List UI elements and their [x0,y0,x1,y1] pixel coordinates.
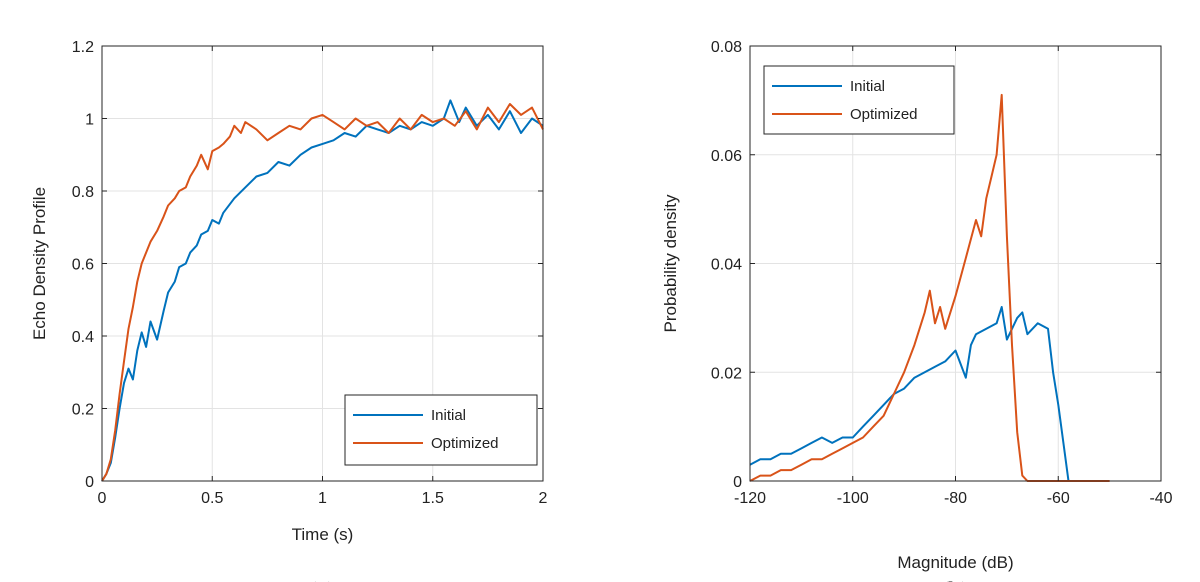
x-tick-label: 1 [318,490,327,507]
y-tick-label: 1 [85,112,94,129]
y-tick-label: 0.02 [711,365,742,382]
legend: Initial Optimized [763,65,955,135]
x-tick-label: -80 [944,490,967,507]
y-tick-label: 0.08 [711,39,742,56]
legend-label-initial: Initial [850,78,885,95]
series-line-optimized [749,93,1110,482]
y-tick-label: 0.6 [72,257,94,274]
legend-label-optimized: Optimized [850,106,918,123]
y-axis-label: Probability density [661,194,680,332]
series-line-optimized [101,103,544,482]
x-tick-label: 1.5 [422,490,444,507]
y-tick-label: 0.2 [72,402,94,419]
y-tick-label: 0.06 [711,148,742,165]
y-tick-label: 0.8 [72,184,94,201]
panel-caption: (b) [940,577,970,582]
x-axis-label: Magnitude (dB) [897,553,1013,572]
x-tick-label: -40 [1149,490,1172,507]
series-line-initial [101,99,544,482]
legend-label-optimized: Optimized [431,435,499,452]
y-tick-label: 1.2 [72,39,94,56]
chart-panel-a: 0 0.5 1 1.5 2 0 0.2 0.4 0.6 0.8 1 1.2 Time (s) Echo D… [30,39,548,582]
legend-box [763,65,955,135]
x-tick-label: -100 [837,490,869,507]
legend-label-initial: Initial [431,407,466,424]
x-tick-label: 0.5 [201,490,223,507]
legend-box [344,394,538,466]
x-tick-label: 0 [98,490,107,507]
x-tick-label: 2 [539,490,548,507]
y-tick-label: 0.4 [72,329,94,346]
y-axis-label: Echo Density Profile [30,187,49,340]
legend: Initial Optimized [344,394,538,466]
y-tick-label: 0.04 [711,257,742,274]
y-tick-label: 0 [85,474,94,491]
y-tick-label: 0 [733,474,742,491]
x-tick-label: -60 [1047,490,1070,507]
series-line-initial [749,306,1070,482]
x-tick-label: -120 [734,490,766,507]
x-axis-label: Time (s) [292,525,354,544]
chart-panel-b: -120 -100 -80 -60 -40 0 0.02 0.04 0.06 0.08 Magnit… [661,39,1173,582]
panel-caption: (a) [308,577,337,582]
